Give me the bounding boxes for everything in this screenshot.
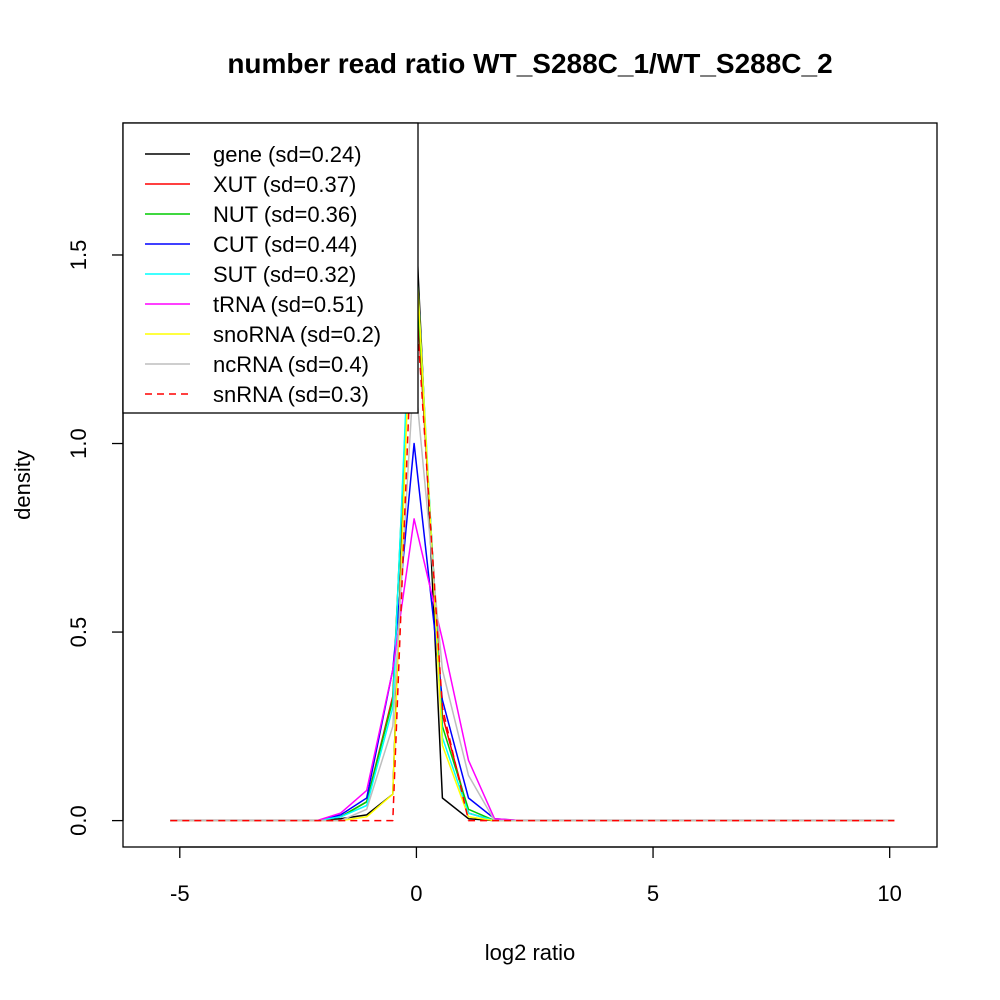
legend-label-0: gene (sd=0.24) [213,142,362,167]
y-axis-label: density [10,450,35,520]
legend-label-5: tRNA (sd=0.51) [213,292,364,317]
y-tick-label: 1.0 [66,428,91,459]
y-tick-label: 1.5 [66,240,91,271]
legend-label-8: snRNA (sd=0.3) [213,382,369,407]
legend-label-1: XUT (sd=0.37) [213,172,356,197]
x-axis-label: log2 ratio [485,940,576,965]
plot-frame [122,122,938,848]
y-tick-label: 0.0 [66,805,91,836]
x-tick-label: -5 [170,881,190,906]
legend-label-4: SUT (sd=0.32) [213,262,356,287]
y-tick-label: 0.5 [66,617,91,648]
x-tick-label: 10 [877,881,901,906]
chart-title: number read ratio WT_S288C_1/WT_S288C_2 [227,48,832,79]
legend-label-6: snoRNA (sd=0.2) [213,322,381,347]
legend-label-2: NUT (sd=0.36) [213,202,357,227]
series-line-5 [170,518,895,822]
legend-label-3: CUT (sd=0.44) [213,232,357,257]
x-tick-label: 5 [647,881,659,906]
legend: gene (sd=0.24) XUT (sd=0.37) NUT (sd=0.36)… [122,122,419,414]
x-tick-label: 0 [410,881,422,906]
legend-label-7: ncRNA (sd=0.4) [213,352,369,377]
